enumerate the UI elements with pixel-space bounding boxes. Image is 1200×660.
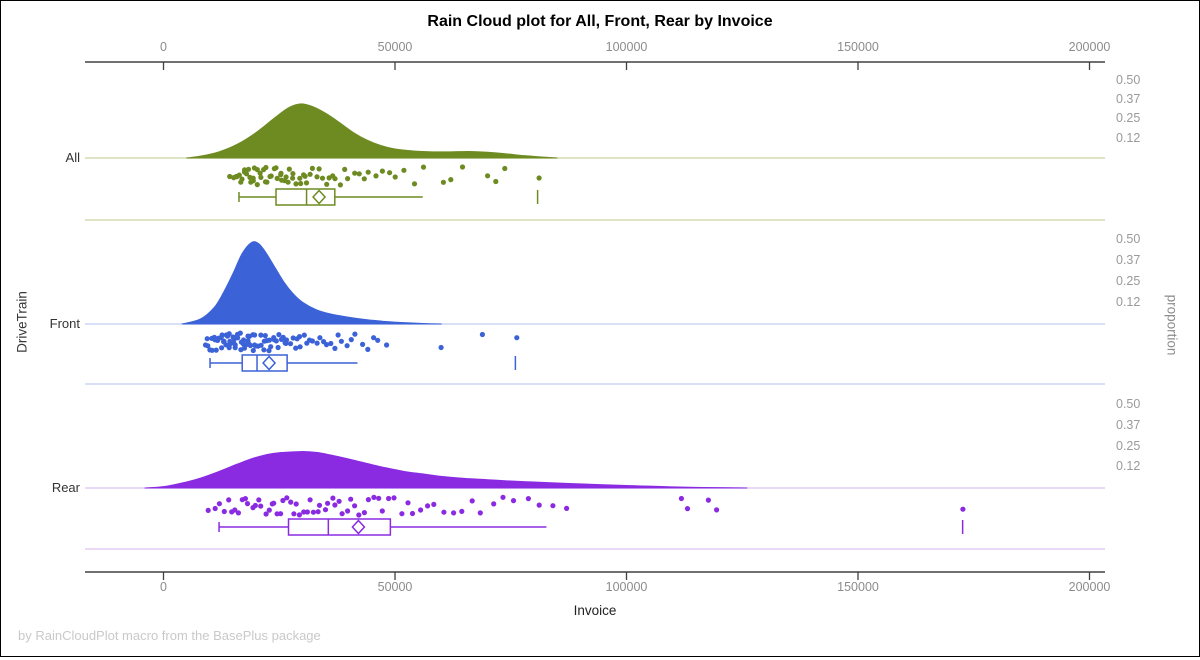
- x-tick-label: 0: [160, 40, 167, 54]
- proportion-tick-label: 0.12: [1116, 295, 1141, 309]
- boxplot-front: [209, 354, 517, 372]
- rain-points-all: [227, 164, 542, 188]
- panel-all: [85, 103, 1105, 221]
- x-tick-label: 200000: [1068, 580, 1111, 594]
- category-label-all: All: [65, 150, 80, 165]
- proportion-tick-label: 0.50: [1116, 232, 1141, 246]
- x-axis-title: Invoice: [573, 603, 617, 618]
- proportion-tick-label: 0.25: [1116, 111, 1141, 126]
- panel-rear: [85, 451, 1105, 550]
- mean-diamond: [262, 355, 277, 371]
- x-tick-label: 150000: [837, 40, 879, 54]
- proportion-tick-label: 0.50: [1116, 397, 1141, 412]
- x-tick-label: 100000: [605, 580, 648, 594]
- panel-front: [85, 241, 1105, 385]
- category-label-rear: Rear: [51, 480, 80, 495]
- axis-lines: [85, 61, 1105, 580]
- right-axis-title: proportion: [1164, 294, 1180, 356]
- proportion-tick-label: 0.37: [1116, 253, 1141, 267]
- density-all: [186, 103, 558, 159]
- footer-note: by RainCloudPlot macro from the BasePlus…: [18, 628, 321, 643]
- x-tick-label: 50000: [377, 40, 413, 54]
- category-label-front: Front: [49, 316, 80, 331]
- proportion-tick-label: 0.12: [1116, 459, 1141, 474]
- x-tick-label: 50000: [377, 580, 413, 594]
- proportion-tick-label: 0.25: [1116, 274, 1141, 288]
- density-front: [181, 241, 442, 325]
- x-tick-label: 150000: [837, 580, 879, 594]
- x-tick-label: 100000: [605, 40, 648, 54]
- proportion-tick-label: 0.37: [1116, 92, 1141, 107]
- proportion-tick-label: 0.25: [1116, 438, 1141, 453]
- boxplot-all: [238, 188, 539, 206]
- mean-diamond: [312, 189, 327, 205]
- density-rear: [144, 451, 748, 489]
- proportion-tick-label: 0.12: [1116, 130, 1141, 145]
- mean-diamond: [351, 519, 366, 535]
- y-axis-title: DriveTrain: [14, 291, 30, 353]
- proportion-tick-label: 0.37: [1116, 417, 1141, 432]
- chart-title: Rain Cloud plot for All, Front, Rear by …: [427, 13, 773, 30]
- rain-points-rear: [205, 494, 966, 518]
- rain-points-front: [202, 330, 520, 354]
- proportion-tick-label: 0.50: [1116, 72, 1141, 87]
- x-tick-label: 200000: [1068, 40, 1111, 54]
- x-tick-label: 0: [160, 580, 167, 594]
- boxplot-rear: [218, 518, 964, 536]
